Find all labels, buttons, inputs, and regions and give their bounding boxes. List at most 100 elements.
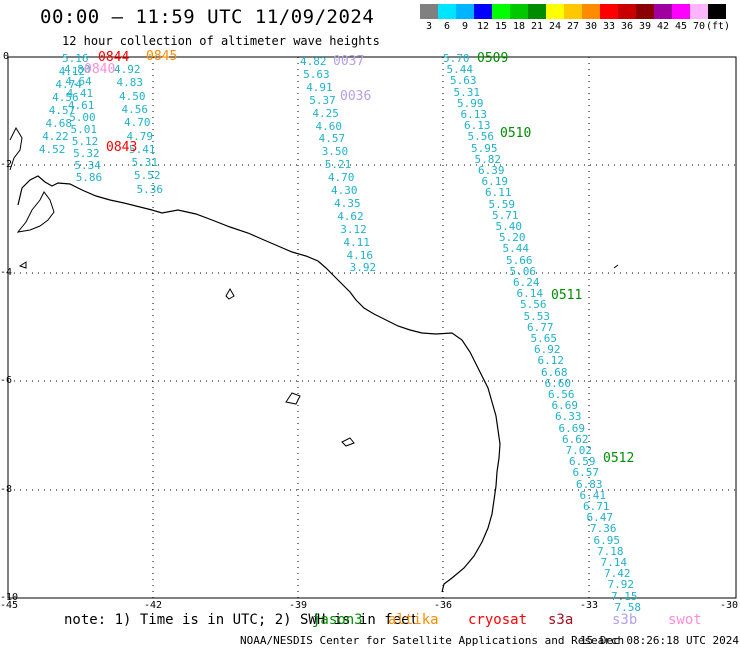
wave-height-value: 4.60 [315, 119, 343, 133]
wave-height-value: 6.62 [562, 432, 589, 446]
generated-timestamp: 15 Dec 08:26:18 UTC 2024 [580, 634, 739, 647]
x-tick-label: -36 [434, 600, 453, 611]
wave-height-value: 5.66 [506, 253, 533, 267]
wave-height-value: 7.14 [600, 556, 628, 569]
legend-swatch [654, 4, 672, 19]
pass-label: 0037 [333, 54, 365, 69]
legend-label: 42 [657, 21, 670, 32]
legend-label: 36 [621, 21, 634, 32]
wave-height-value: 4.12 [58, 65, 86, 78]
wave-height-value: 5.31 [131, 156, 159, 170]
wave-height-value: 4.35 [334, 196, 361, 210]
satellite-legend-swot: swot [668, 612, 702, 628]
wave-height-value: 5.34 [74, 159, 101, 172]
wave-height-value: 6.12 [537, 354, 565, 368]
wave-height-value: 3.12 [340, 222, 367, 236]
legend-label: 12 [477, 21, 490, 32]
wave-height-value: 4.30 [331, 184, 358, 197]
wave-height-value: 6.68 [541, 365, 568, 379]
wave-height-value: 7.92 [607, 578, 635, 592]
wave-height-value: 6.69 [551, 399, 579, 413]
pass-label: 0510 [500, 126, 532, 141]
wave-height-value: 5.63 [450, 74, 477, 88]
wave-height-value: 4.11 [343, 235, 370, 249]
wave-height-value: 4.56 [121, 102, 149, 116]
wave-height-value: 5.21 [324, 158, 352, 172]
wave-height-value: 5.52 [134, 169, 161, 183]
legend-label: 45 [675, 21, 688, 32]
wave-height-value: 6.69 [558, 421, 586, 435]
wave-height-value: 4.56 [52, 91, 79, 104]
wave-height-value: 4.41 [66, 87, 94, 100]
wave-height-value: 4.91 [306, 80, 333, 94]
legend-label: 24 [549, 21, 562, 32]
wave-height-value: 5.71 [492, 208, 519, 222]
wave-height-value: 4.80 [64, 63, 91, 76]
wave-height-value: 4.70 [124, 116, 151, 130]
pass-label: 0840 [84, 62, 116, 77]
island-d [18, 261, 27, 269]
wave-height-value: 5.01 [70, 123, 98, 136]
wave-height-value: 6.77 [527, 320, 554, 334]
wave-height-value: 4.50 [119, 89, 146, 103]
wave-height-value: 4.68 [45, 117, 73, 130]
wave-height-value: 4.22 [42, 130, 69, 143]
wave-height-value: 5.06 [509, 264, 537, 278]
legend-label: 18 [513, 21, 526, 32]
wave-height-value: 4.74 [55, 78, 82, 91]
wave-height-value: 6.39 [478, 164, 505, 177]
wave-height-value: 4.82 [300, 55, 327, 68]
wave-height-value: 5.86 [75, 171, 103, 184]
pass-label: 0844 [98, 50, 130, 65]
wave-height-value: 6.11 [485, 186, 512, 200]
pass-label: 0512 [603, 451, 635, 466]
wave-height-value: 6.19 [481, 175, 509, 189]
legend-label: 6 [444, 21, 451, 32]
y-tick-label: -4 [0, 267, 13, 278]
legend-label: 27 [567, 21, 580, 32]
satellite-legend-s3b: s3b [612, 612, 638, 628]
legend-swatch [438, 4, 456, 19]
wave-height-value: 5.20 [499, 231, 526, 245]
legend-label: 15 [495, 21, 508, 32]
wave-height-value: 6.24 [513, 276, 540, 289]
y-tick-label: -6 [0, 375, 13, 386]
legend-label: 70 [693, 21, 706, 32]
wave-height-value: 6.41 [579, 488, 607, 502]
wave-height-value: 4.83 [116, 76, 144, 90]
legend-label: 3 [426, 21, 433, 32]
wave-height-value: 5.63 [303, 67, 330, 81]
legend-swatch [618, 4, 636, 19]
wave-height-value: 3.50 [321, 145, 349, 159]
coastline [17, 175, 501, 593]
pass-label: 0843 [106, 140, 138, 155]
wave-height-value: 5.99 [457, 96, 484, 110]
wave-height-value: 5.36 [136, 182, 164, 196]
pass-label: 0509 [477, 51, 509, 66]
island-c [341, 437, 355, 447]
x-tick-label: -30 [720, 600, 739, 611]
wave-height-value: 4.25 [312, 106, 339, 120]
pass-label: 0845 [146, 49, 178, 64]
island-e [613, 264, 619, 269]
wave-height-value: 5.44 [446, 63, 474, 77]
legend-swatch [564, 4, 582, 19]
wave-height-value: 5.00 [69, 111, 96, 124]
wave-height-value: 6.59 [569, 455, 596, 469]
x-tick-label: -39 [289, 600, 308, 611]
map-frame [7, 56, 737, 599]
wave-height-value: 4.62 [337, 209, 364, 223]
wave-height-value: 6.13 [460, 108, 488, 121]
legend-label: 33 [603, 21, 616, 32]
y-tick-label: 0 [3, 51, 10, 62]
legend-swatch [582, 4, 600, 19]
wave-height-value: 4.52 [38, 143, 66, 156]
wave-height-value: 4.57 [48, 104, 76, 117]
wave-height-value: 6.47 [586, 511, 614, 525]
wave-height-value: 6.14 [516, 287, 544, 301]
legend-unit: (ft) [706, 21, 731, 32]
wave-height-value: 5.31 [453, 85, 481, 99]
footnote: note: 1) Time is in UTC; 2) SWH is in fe… [64, 612, 419, 628]
legend-swatch [636, 4, 654, 19]
